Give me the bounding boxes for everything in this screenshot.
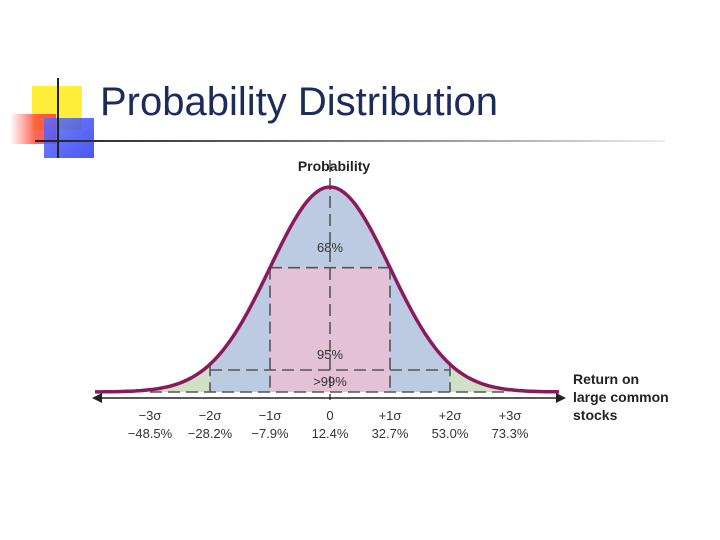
page-title: Probability Distribution [100, 80, 498, 124]
decor-vertical-line [57, 78, 59, 158]
band-99-label: >99% [313, 374, 347, 389]
decor-blue-square [44, 118, 94, 158]
title-underline [35, 140, 665, 142]
x-tick-value-label: 73.3% [492, 426, 529, 441]
band-68-label: 68% [317, 240, 343, 255]
x-tick-sigma-label: −1σ [259, 408, 282, 423]
axis-left-arrow [92, 393, 102, 403]
x-axis-label-line: Return on [573, 371, 639, 387]
x-tick-value-label: −7.9% [251, 426, 289, 441]
x-tick-sigma-label: +3σ [499, 408, 522, 423]
x-axis-label-line: stocks [573, 407, 618, 423]
x-tick-sigma-label: −2σ [199, 408, 222, 423]
x-tick-value-label: 53.0% [432, 426, 469, 441]
x-tick-sigma-label: 0 [326, 408, 333, 423]
x-tick-sigma-label: +2σ [439, 408, 462, 423]
x-tick-value-label: 12.4% [312, 426, 349, 441]
x-tick-value-label: −48.5% [128, 426, 173, 441]
band-95-label: 95% [317, 347, 343, 362]
x-tick-value-label: −28.2% [188, 426, 233, 441]
x-axis-label-line: large common [573, 389, 669, 405]
axis-right-arrow [556, 393, 566, 403]
x-tick-value-label: 32.7% [372, 426, 409, 441]
y-axis-label: Probability [298, 158, 371, 174]
x-tick-sigma-label: −3σ [139, 408, 162, 423]
x-tick-sigma-label: +1σ [379, 408, 402, 423]
distribution-curve [95, 185, 560, 394]
